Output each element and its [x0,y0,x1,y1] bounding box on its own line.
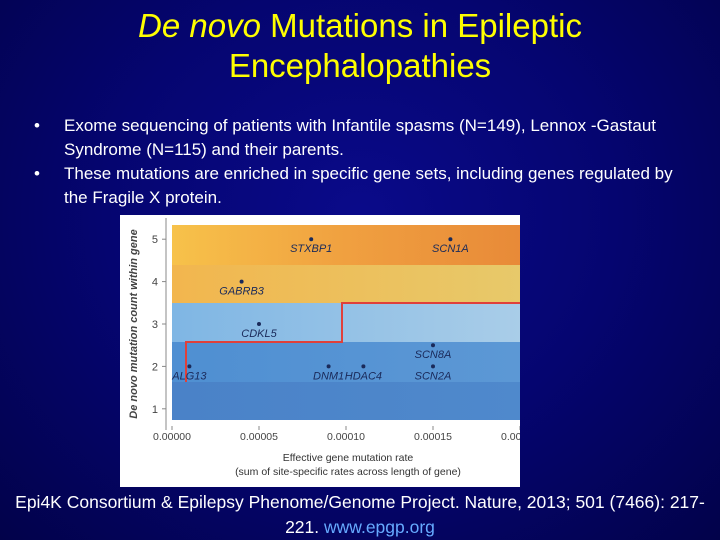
y-tick-label: 1 [152,404,158,416]
gene-point [309,237,314,242]
heat-band [172,303,520,342]
citation-text: Epi4K Consortium & Epilepsy Phenome/Geno… [15,492,705,537]
gene-point [431,343,435,348]
gene-label: HDAC4 [345,370,382,382]
heat-band [172,225,520,265]
x-axis-label: Effective gene mutation rate [283,452,414,464]
gene-point [361,364,366,369]
bullet-list: Exome sequencing of patients with Infant… [28,114,698,210]
gene-point [448,237,453,242]
gene-label: GABRB3 [219,286,265,298]
x-tick-label: 0.00010 [327,431,365,443]
citation: Epi4K Consortium & Epilepsy Phenome/Geno… [0,490,720,540]
gene-point [239,279,244,284]
gene-point [257,322,261,326]
x-axis-note: (sum of site-specific rates across lengt… [235,466,461,478]
heat-band [172,265,520,303]
gene-label: STXBP1 [290,243,332,255]
y-tick-label: 4 [152,277,158,289]
gene-label: SCN1A [432,243,469,255]
x-tick-label: 0.00005 [240,431,278,443]
x-tick-label: 0.00015 [414,431,452,443]
gene-point [326,364,331,369]
slide-title: De novo Mutations in Epileptic Encephalo… [40,6,680,86]
figure: 1 2 3 4 5 0.00000 0.00005 0.00010 0.00015 0.00020… [120,215,520,487]
y-tick-label: 3 [152,319,158,331]
y-axis-label: De novo mutation count within gene [128,229,140,418]
y-tick-label: 5 [152,234,158,246]
title-italic: De novo [138,7,261,44]
plot: 1 2 3 4 5 0.00000 0.00005 0.00010 0.00015 0.00020… [128,218,520,478]
title-rest: Mutations in Epileptic Encephalopathies [228,7,582,84]
heat-band [172,342,520,382]
x-tick-label: 0.00020 [501,431,520,443]
bullet: These mutations are enriched in specific… [28,162,698,210]
threshold-line [185,302,520,382]
heat-band [172,382,520,420]
x-tick-label: 0.00000 [153,431,191,443]
citation-link[interactable]: www.epgp.org [324,517,435,537]
gene-point [187,364,192,369]
gene-label: DNM1 [313,370,344,382]
bullet: Exome sequencing of patients with Infant… [28,114,698,162]
gene-label: ALG13 [171,370,207,382]
gene-point [431,364,435,369]
gene-label: SCN2A [415,370,452,382]
gene-label: CDKL5 [241,328,277,340]
y-tick-label: 2 [152,361,158,373]
gene-label: SCN8A [415,349,452,361]
